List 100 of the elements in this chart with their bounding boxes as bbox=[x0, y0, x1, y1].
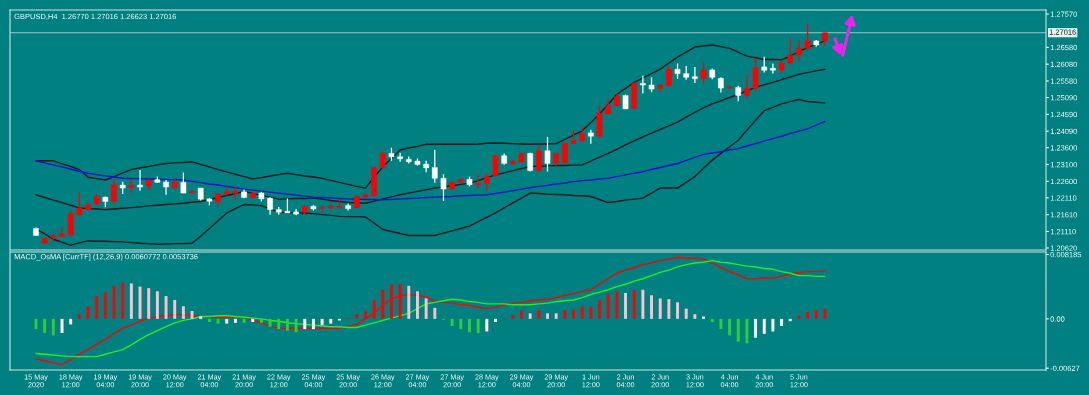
bar bbox=[537, 310, 541, 319]
bar bbox=[485, 318, 489, 332]
candlestick bbox=[59, 226, 65, 239]
bar bbox=[407, 285, 411, 319]
bar bbox=[676, 302, 680, 319]
bar bbox=[780, 318, 784, 326]
candlestick bbox=[536, 144, 542, 173]
candlestick bbox=[752, 57, 759, 92]
bar bbox=[164, 296, 168, 319]
candlestick bbox=[692, 66, 698, 84]
bar bbox=[624, 292, 628, 319]
candlestick bbox=[640, 75, 646, 95]
bar bbox=[476, 318, 480, 334]
bar bbox=[745, 318, 749, 344]
bar bbox=[294, 318, 298, 333]
bar bbox=[814, 310, 818, 319]
bar bbox=[95, 296, 99, 319]
bar bbox=[329, 318, 333, 324]
bar bbox=[554, 313, 558, 319]
bar bbox=[389, 284, 393, 319]
bar bbox=[771, 318, 775, 332]
bar bbox=[736, 318, 740, 342]
bar bbox=[303, 318, 307, 330]
bar bbox=[762, 318, 766, 334]
bar bbox=[754, 318, 758, 338]
bar bbox=[363, 311, 367, 319]
bar bbox=[233, 318, 237, 323]
bar bbox=[147, 288, 151, 319]
candlestick bbox=[180, 171, 187, 194]
candlestick bbox=[596, 104, 603, 139]
bar bbox=[415, 291, 419, 319]
bar bbox=[459, 318, 463, 330]
line-series bbox=[35, 120, 826, 201]
bar bbox=[181, 306, 185, 319]
candlestick bbox=[111, 178, 117, 205]
candlestick bbox=[804, 23, 811, 52]
bar bbox=[433, 307, 437, 319]
candlestick bbox=[440, 173, 447, 202]
bar bbox=[216, 318, 220, 324]
bar bbox=[311, 318, 315, 330]
bar bbox=[641, 289, 645, 319]
candlestick bbox=[666, 65, 672, 88]
bar bbox=[190, 311, 194, 319]
bar bbox=[242, 318, 246, 323]
candlestick bbox=[319, 204, 325, 214]
bar bbox=[520, 310, 523, 319]
candlestick bbox=[431, 149, 438, 184]
candlestick bbox=[700, 61, 707, 85]
bar bbox=[710, 318, 714, 323]
bar bbox=[129, 283, 133, 319]
bar bbox=[528, 313, 532, 319]
bar bbox=[381, 289, 385, 319]
candlestick bbox=[544, 136, 551, 173]
bar bbox=[823, 308, 827, 319]
bar bbox=[546, 313, 549, 319]
bar bbox=[173, 299, 177, 319]
candlestick bbox=[137, 169, 143, 192]
bar bbox=[494, 318, 497, 323]
bar bbox=[684, 308, 688, 319]
bar bbox=[43, 318, 47, 334]
bar bbox=[285, 318, 289, 331]
candlestick bbox=[787, 37, 794, 66]
bar bbox=[103, 292, 107, 319]
candlestick bbox=[492, 154, 499, 178]
bar bbox=[51, 318, 55, 336]
bar bbox=[806, 311, 810, 319]
bar bbox=[69, 318, 73, 325]
bar bbox=[589, 306, 593, 319]
candlestick bbox=[744, 73, 750, 99]
bar bbox=[121, 282, 125, 319]
bar bbox=[693, 314, 697, 319]
bar bbox=[398, 284, 402, 319]
bar bbox=[615, 291, 619, 319]
bar bbox=[632, 289, 636, 319]
bar bbox=[155, 291, 159, 319]
bar bbox=[277, 318, 281, 330]
bar bbox=[251, 318, 255, 323]
bar bbox=[259, 318, 263, 323]
bar bbox=[719, 318, 723, 330]
bar bbox=[667, 299, 671, 319]
bar bbox=[138, 286, 142, 319]
bar bbox=[658, 298, 662, 319]
bar bbox=[606, 293, 610, 319]
bar bbox=[728, 318, 732, 336]
candlestick bbox=[770, 62, 776, 75]
bar bbox=[797, 315, 801, 319]
candlestick bbox=[67, 209, 74, 237]
bar bbox=[511, 314, 515, 319]
bar bbox=[572, 309, 575, 319]
candlestick bbox=[796, 40, 802, 62]
bar bbox=[580, 306, 584, 319]
bar bbox=[563, 310, 567, 319]
bar bbox=[424, 298, 428, 319]
bar bbox=[225, 318, 229, 324]
bar bbox=[650, 295, 654, 319]
bar bbox=[372, 299, 376, 319]
bar bbox=[598, 299, 601, 319]
bar bbox=[320, 318, 324, 326]
candlestick bbox=[397, 152, 403, 163]
bar bbox=[77, 314, 81, 319]
